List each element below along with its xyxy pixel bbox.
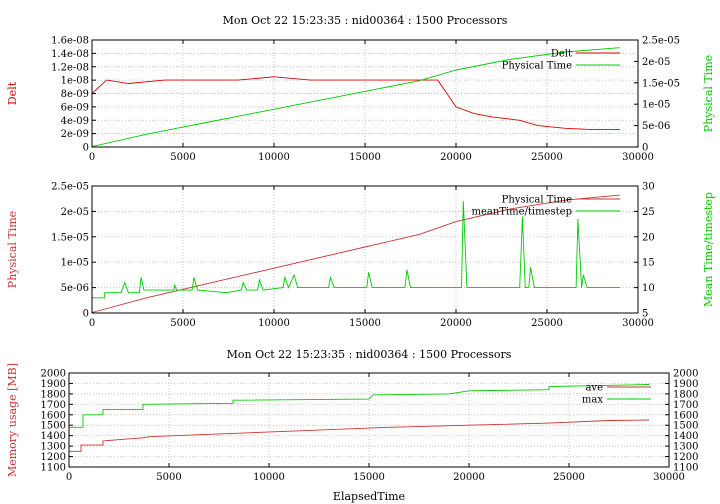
y-tick-label: 1.2e-08 [51, 62, 89, 73]
x-tick-label: 30000 [653, 472, 685, 483]
x-tick-label: 20000 [440, 152, 472, 163]
series-line-physical-time [91, 194, 620, 313]
x-tick-label: 5000 [170, 152, 195, 163]
y2-tick-label: 1400 [673, 431, 698, 442]
y-tick-label: 1200 [41, 452, 66, 463]
y2-tick-label: 2.5e-05 [642, 36, 680, 47]
chart-panel-3: 0 5000 10000 15000 20000 25000 300001100120013… [6, 348, 698, 503]
legend-label: Physical Time [502, 61, 572, 72]
y2-tick-label: 1300 [673, 442, 698, 453]
y-tick-label: 8e-09 [61, 89, 89, 100]
y-tick-label: 1300 [41, 442, 66, 453]
y2-tick-label: 30 [642, 182, 655, 193]
delt-axis-label: Delt [6, 81, 19, 105]
series-line-physical-time [91, 47, 620, 148]
y2-tick-label: 1900 [673, 379, 698, 390]
y2-tick-label: 5 [642, 309, 648, 320]
x-axis-label: ElapsedTime [333, 490, 405, 503]
x-tick-label: 15000 [349, 152, 381, 163]
x-tick-label: 15000 [349, 318, 381, 329]
y-tick-label: 2000 [41, 369, 66, 380]
y2-tick-label: 1500 [673, 421, 698, 432]
y2-tick-label: 1200 [673, 452, 698, 463]
chart-title: Mon Oct 22 15:23:35 : nid00364 : 1500 Pr… [227, 348, 512, 361]
y2-tick-label: 1700 [673, 400, 698, 411]
y2-tick-label: 20 [642, 232, 655, 243]
x-tick-label: 25000 [531, 152, 563, 163]
x-tick-label: 10000 [258, 318, 290, 329]
y2-tick-label: 0 [642, 143, 648, 154]
y-tick-label: 0 [83, 309, 89, 320]
y-tick-label: 2.5e-05 [51, 182, 89, 193]
x-tick-label: 0 [66, 472, 72, 483]
x-tick-label: 10000 [253, 472, 285, 483]
plot-frame [68, 372, 670, 468]
x-tick-label: 25000 [553, 472, 585, 483]
y2-tick-label: 1100 [673, 463, 698, 474]
y2-tick-label: 15 [642, 258, 655, 269]
y-tick-label: 1e-05 [61, 258, 89, 269]
y2-tick-label: 1800 [673, 389, 698, 400]
x-tick-label: 20000 [453, 472, 485, 483]
y2-tick-label: 25 [642, 207, 655, 218]
x-tick-label: 25000 [531, 318, 563, 329]
chart-panel-1: 0 5000 10000 15000 20000 25000 3000002e-094e-0… [6, 14, 715, 163]
x-tick-label: 10000 [258, 152, 290, 163]
y-tick-label: 1500 [41, 421, 66, 432]
chart-panel-2: 0 5000 10000 15000 20000 25000 30000 0 5e-06 1e-0… [6, 182, 715, 330]
x-tick-label: 5000 [170, 318, 195, 329]
series-line-ave [69, 419, 650, 452]
y2-tick-label: 2000 [673, 369, 698, 380]
y-tick-label: 2e-09 [61, 129, 89, 140]
y2-tick-label: 1e-05 [642, 100, 670, 111]
legend-label: Physical Time [502, 195, 572, 206]
grid-lines [69, 373, 669, 467]
chart-title: Mon Oct 22 15:23:35 : nid00364 : 1500 Pr… [223, 14, 508, 27]
y-tick-label: 1400 [41, 431, 66, 442]
y-tick-label: 1e-08 [61, 76, 89, 87]
y-tick-label: 1.6e-08 [51, 36, 89, 47]
y2-tick-label: 2e-05 [642, 57, 670, 68]
x-tick-label: 30000 [622, 152, 654, 163]
physical-time-axis-label: Physical Time [6, 211, 19, 288]
y-tick-label: 6e-09 [61, 102, 89, 113]
memory-usage-axis-label: Memory usage [MB] [6, 363, 19, 477]
x-tick-label: 0 [89, 152, 95, 163]
x-tick-label: 5000 [156, 472, 181, 483]
x-tick-label: 0 [89, 318, 95, 329]
x-tick-label: 20000 [440, 318, 472, 329]
legend-label: max [582, 395, 603, 406]
series-line-meantime-timestep [92, 201, 620, 299]
x-tick-label: 30000 [622, 318, 654, 329]
y-tick-label: 2e-05 [61, 207, 89, 218]
series-line-delt [91, 76, 620, 131]
y-tick-label: 4e-09 [61, 116, 89, 127]
y2-tick-label: 1600 [673, 410, 698, 421]
legend-label: ave [585, 383, 603, 394]
y2-tick-label: 10 [642, 283, 655, 294]
y2-tick-label: 1.5e-05 [642, 78, 680, 89]
y-tick-label: 1.5e-05 [51, 232, 89, 243]
y-tick-label: 5e-06 [61, 283, 89, 294]
physical-time-axis-label: Physical Time [702, 55, 715, 132]
y-tick-label: 1.4e-08 [51, 49, 89, 60]
y-tick-label: 1700 [41, 400, 66, 411]
y-tick-label: 1800 [41, 389, 66, 400]
y-tick-label: 1900 [41, 379, 66, 390]
legend-label: Delt [551, 49, 572, 60]
legend-label: meanTime/timestep [471, 207, 572, 218]
series-line-max [69, 384, 650, 428]
y2-tick-label: 5e-06 [642, 121, 670, 132]
mean-time-axis-label: Mean Time/timestep [702, 192, 715, 307]
y-tick-label: 1600 [41, 410, 66, 421]
y-tick-label: 0 [83, 143, 89, 154]
x-tick-label: 15000 [353, 472, 385, 483]
y-tick-label: 1100 [41, 463, 66, 474]
